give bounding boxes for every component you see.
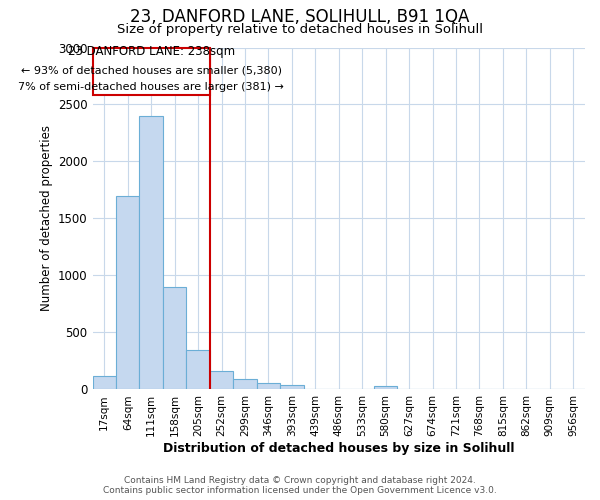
Text: Contains HM Land Registry data © Crown copyright and database right 2024.
Contai: Contains HM Land Registry data © Crown c… xyxy=(103,476,497,495)
Text: Size of property relative to detached houses in Solihull: Size of property relative to detached ho… xyxy=(117,22,483,36)
Bar xyxy=(257,382,280,390)
Bar xyxy=(233,379,257,390)
Bar xyxy=(187,350,210,390)
Y-axis label: Number of detached properties: Number of detached properties xyxy=(40,126,53,312)
Text: 7% of semi-detached houses are larger (381) →: 7% of semi-detached houses are larger (3… xyxy=(18,82,284,92)
Bar xyxy=(139,116,163,390)
Bar xyxy=(116,196,139,390)
X-axis label: Distribution of detached houses by size in Solihull: Distribution of detached houses by size … xyxy=(163,442,515,455)
Bar xyxy=(163,287,187,390)
Text: 23 DANFORD LANE: 238sqm: 23 DANFORD LANE: 238sqm xyxy=(68,45,235,58)
Bar xyxy=(210,371,233,390)
FancyBboxPatch shape xyxy=(92,48,210,96)
Bar xyxy=(280,385,304,390)
Text: 23, DANFORD LANE, SOLIHULL, B91 1QA: 23, DANFORD LANE, SOLIHULL, B91 1QA xyxy=(130,8,470,26)
Text: ← 93% of detached houses are smaller (5,380): ← 93% of detached houses are smaller (5,… xyxy=(21,66,282,76)
Bar xyxy=(374,386,397,390)
Bar xyxy=(92,376,116,390)
